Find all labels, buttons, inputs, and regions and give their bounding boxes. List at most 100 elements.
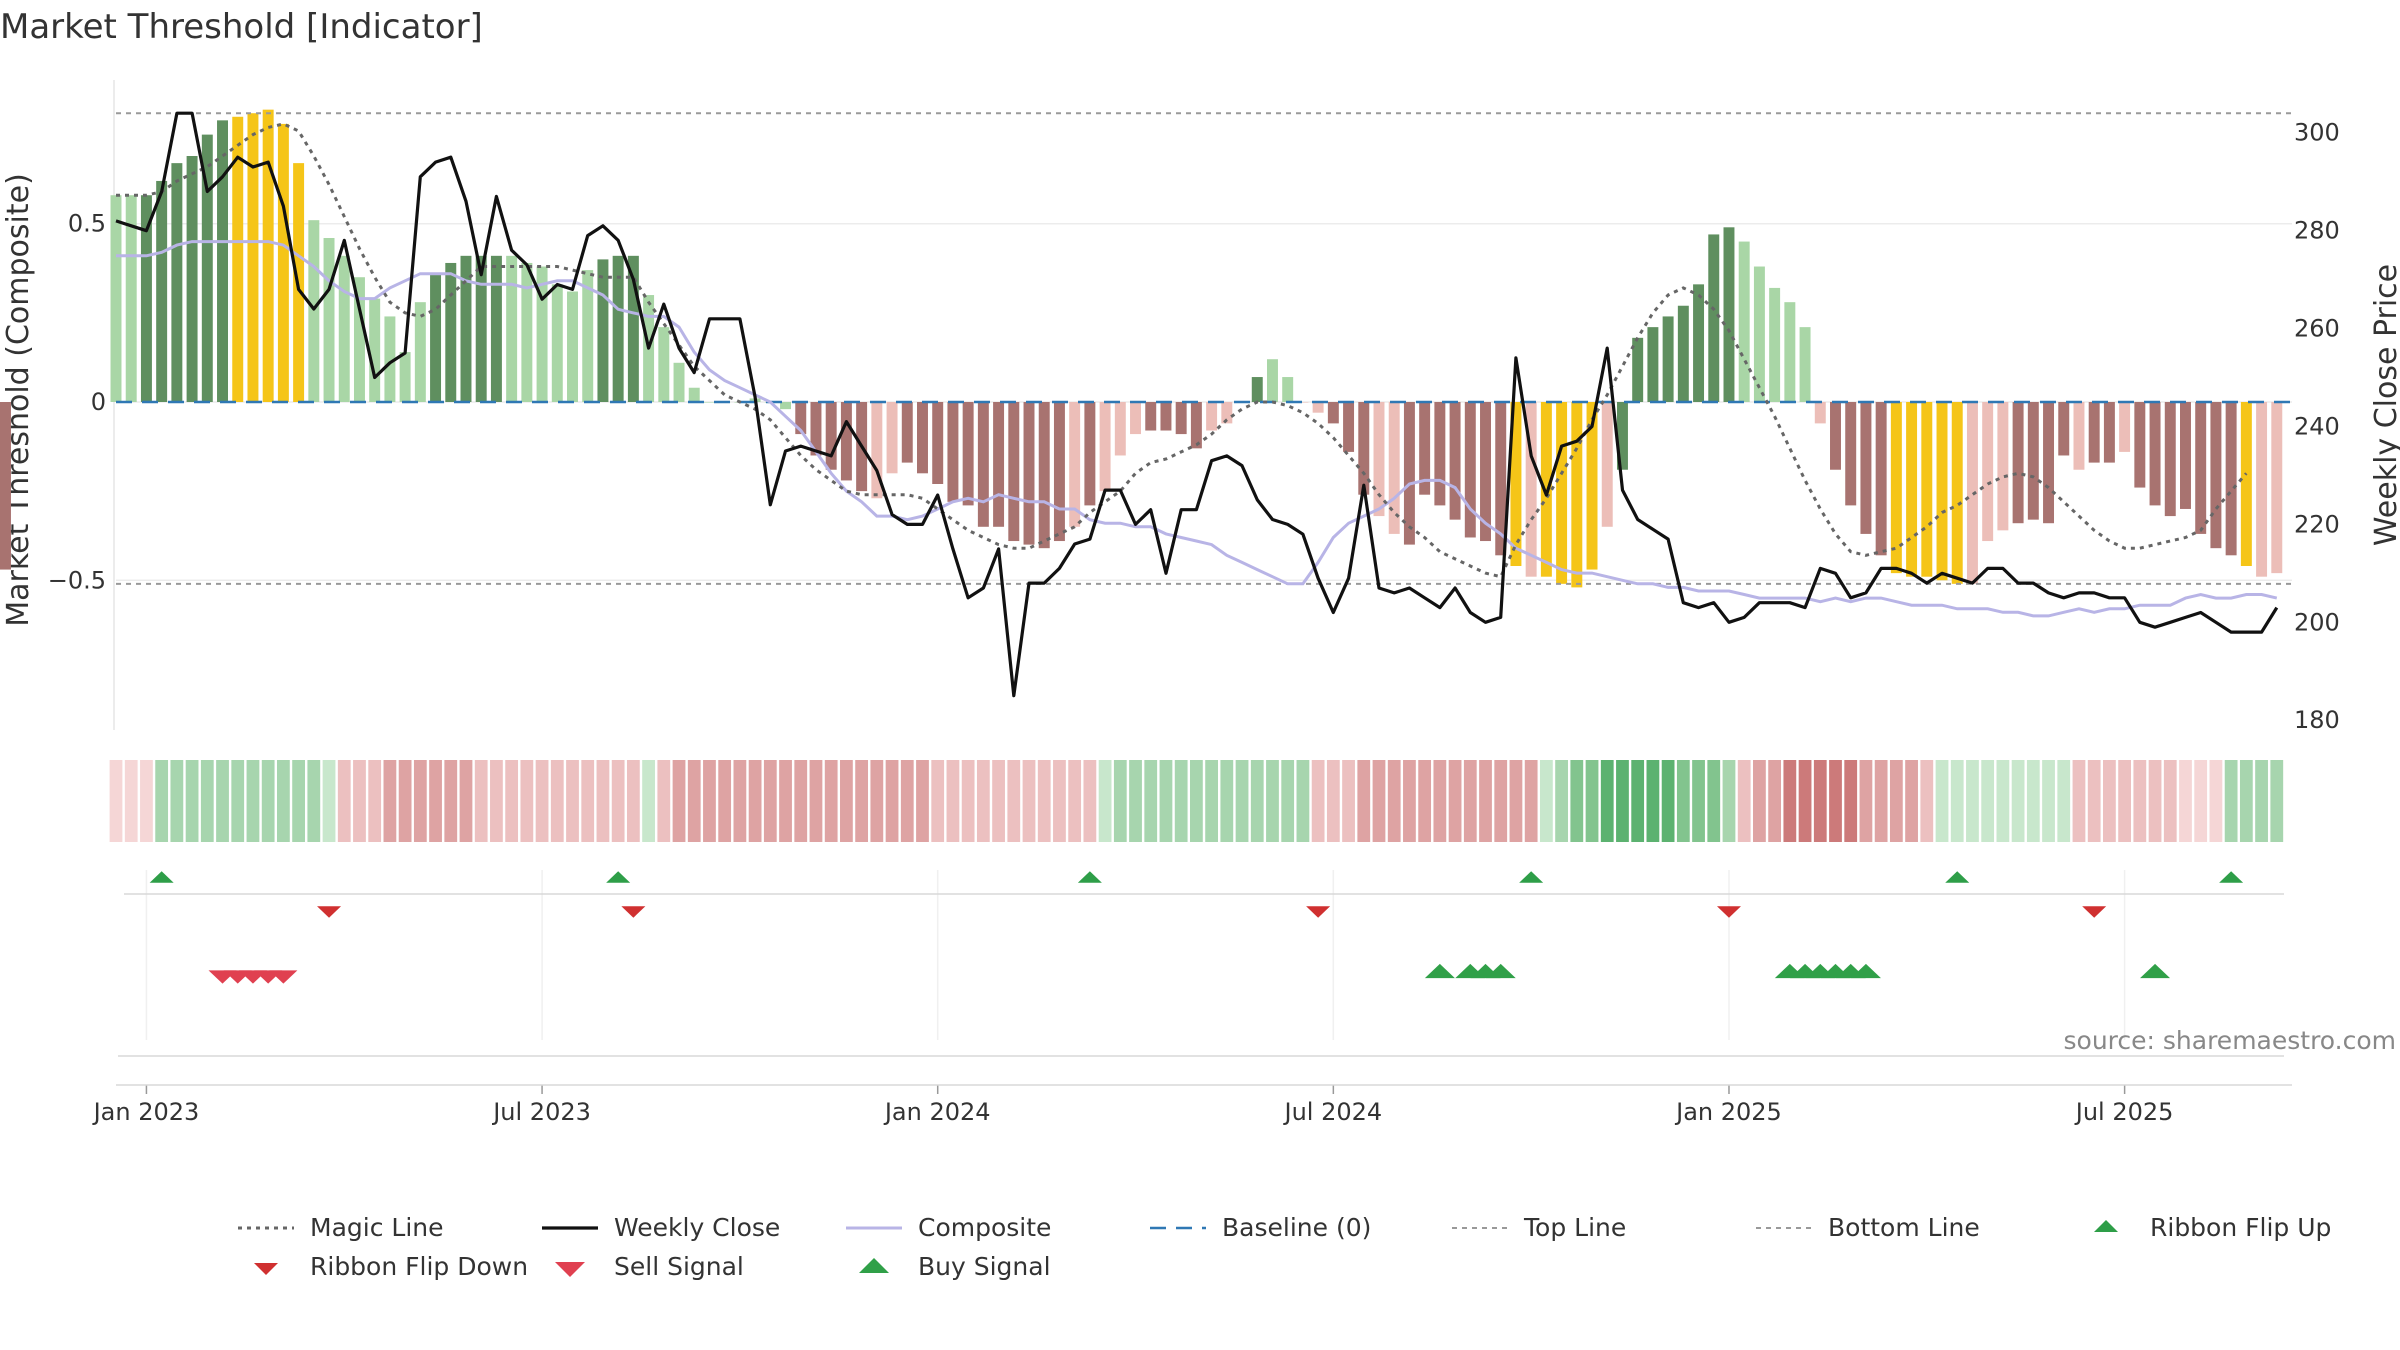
ribbon-cell <box>200 760 214 842</box>
legend-item: Sell Signal <box>555 1252 744 1281</box>
ribbon-cell <box>748 760 762 842</box>
composite-bar <box>506 255 518 402</box>
composite-bar <box>1723 227 1735 402</box>
composite-bar <box>2134 402 2146 488</box>
composite-bar <box>171 163 183 402</box>
ribbon-flip-down-marker <box>2082 906 2107 918</box>
y-tick-right: 180 <box>2294 706 2340 734</box>
composite-bar <box>1053 402 1065 542</box>
composite-bar <box>2149 402 2161 506</box>
ribbon-cell <box>1113 760 1127 842</box>
ribbon-cell <box>976 760 990 842</box>
y-tick-left: 0.5 <box>68 210 106 238</box>
composite-bar <box>1921 402 1933 577</box>
composite-bar <box>217 120 228 402</box>
ribbon-cell <box>855 760 869 842</box>
chart-title: Market Threshold [Indicator] <box>0 7 483 47</box>
composite-bar <box>1358 402 1370 495</box>
composite-bar <box>1906 402 1918 577</box>
legend-label: Baseline (0) <box>1222 1213 1371 1242</box>
composite-bar <box>1084 402 1096 506</box>
legend-label: Ribbon Flip Up <box>2150 1213 2331 1242</box>
ribbon-cell <box>1357 760 1371 842</box>
ribbon-cell <box>611 760 625 842</box>
composite-bar <box>1434 402 1446 506</box>
ribbon-cell <box>1098 760 1112 842</box>
bars-layer <box>0 109 2283 588</box>
ribbon-cell <box>779 760 792 842</box>
ribbon-cell <box>1889 760 1903 842</box>
ribbon-cell <box>505 760 519 842</box>
ribbon-cell <box>490 760 503 842</box>
ribbon-cell <box>2026 760 2040 842</box>
composite-bar <box>658 327 670 402</box>
ribbon-cell <box>626 760 640 842</box>
composite-bar <box>612 255 624 402</box>
ribbon-cell <box>672 760 686 842</box>
ribbon-cell <box>413 760 427 842</box>
composite-bar <box>780 402 792 410</box>
ribbon-cell <box>2118 760 2132 842</box>
legend-label: Buy Signal <box>918 1252 1051 1281</box>
legend-label: Top Line <box>1523 1213 1626 1242</box>
ribbon-cell <box>1479 760 1492 842</box>
x-tick-label: Jul 2023 <box>491 1098 591 1126</box>
composite-bar <box>1251 377 1263 402</box>
composite-bar <box>673 362 685 402</box>
ribbon-cell <box>809 760 823 842</box>
x-tick-label: Jan 2024 <box>883 1098 991 1126</box>
composite-bar <box>2225 402 2237 556</box>
ribbon-cell <box>870 760 884 842</box>
ribbon-cell <box>2011 760 2025 842</box>
ribbon-cell <box>2057 760 2071 842</box>
composite-bar <box>1890 402 1902 574</box>
composite-bar <box>521 262 533 402</box>
ribbon-cell <box>900 760 914 842</box>
ribbon-cell <box>322 760 336 842</box>
composite-bar <box>2073 402 2085 470</box>
composite-bar <box>1586 402 1598 570</box>
composite-bar <box>2119 402 2131 452</box>
composite-bar <box>597 259 609 402</box>
x-tick-label: Jan 2025 <box>1674 1098 1782 1126</box>
composite-bar <box>1312 402 1324 413</box>
composite-bar <box>977 402 989 527</box>
ribbon-cell <box>1920 760 1934 842</box>
composite-bar <box>1145 402 1157 431</box>
ribbon-cell <box>231 760 245 842</box>
composite-bar <box>353 277 365 402</box>
composite-bar <box>1510 402 1522 566</box>
legend-swatch-flip-down <box>254 1263 278 1275</box>
ribbon-cell <box>718 760 732 842</box>
legend-label: Weekly Close <box>614 1213 780 1242</box>
ribbon-cell <box>1844 760 1858 842</box>
ribbon-cell <box>1190 760 1203 842</box>
ribbon-cell <box>261 760 275 842</box>
composite-bar <box>1114 402 1126 456</box>
composite-bar <box>1495 402 1507 556</box>
composite-bar <box>247 113 259 402</box>
composite-bar <box>688 387 700 402</box>
ribbon-cell <box>840 760 853 842</box>
composite-bar <box>1616 402 1628 470</box>
composite-bar <box>1556 402 1568 584</box>
ribbon-cell <box>1144 760 1158 842</box>
ribbon-cell <box>1600 760 1614 842</box>
composite-bar <box>2271 402 2283 574</box>
ribbon-flip-up-marker <box>606 871 631 883</box>
ribbon-cell <box>2072 760 2086 842</box>
ribbon-cell <box>1174 760 1188 842</box>
composite-bar <box>1753 266 1765 402</box>
ribbon-cell <box>1753 760 1766 842</box>
x-tick-label: Jul 2025 <box>2074 1098 2174 1126</box>
buy-signal-marker <box>2140 963 2171 979</box>
composite-bar <box>1343 402 1355 452</box>
ribbon-cell <box>961 760 975 842</box>
ribbon-cell <box>1585 760 1599 842</box>
composite-bar <box>1799 327 1811 402</box>
composite-bar <box>1175 402 1187 435</box>
ribbon-cell <box>1905 760 1918 842</box>
composite-line <box>116 240 2278 618</box>
composite-bar <box>1632 337 1644 402</box>
source-label: source: sharemaestro.com <box>2064 1026 2397 1055</box>
